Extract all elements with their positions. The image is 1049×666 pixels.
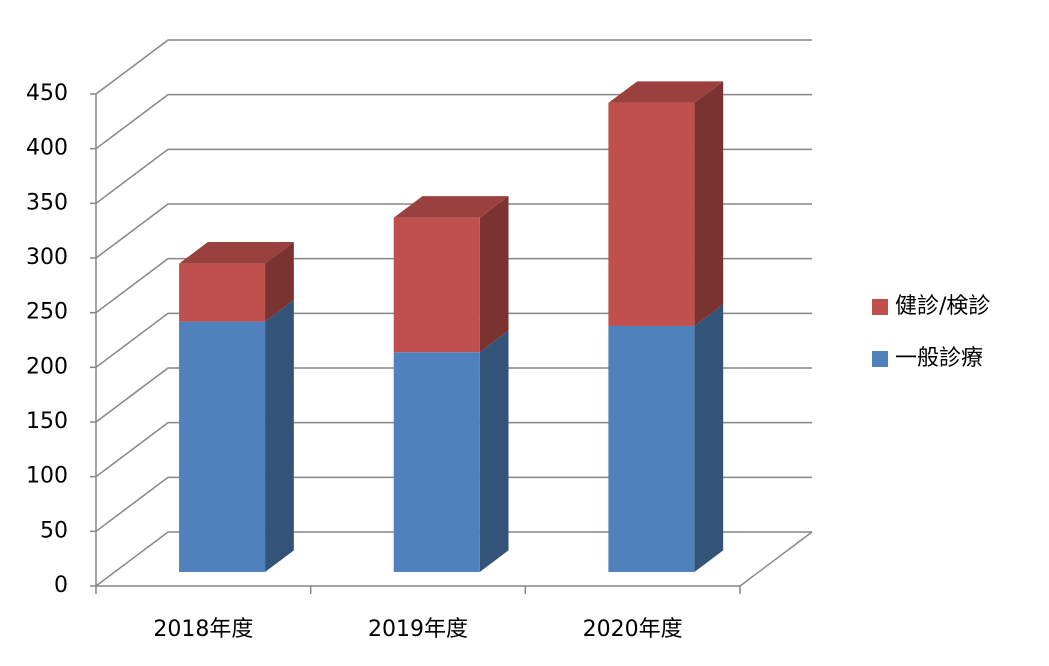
bar — [608, 102, 695, 326]
bar-side — [694, 304, 724, 572]
bar-top — [393, 196, 509, 218]
legend-swatch — [872, 351, 888, 367]
bar — [608, 325, 695, 572]
bar-top — [608, 81, 724, 103]
y-tick-label: 250 — [26, 300, 68, 325]
grid-line — [95, 93, 812, 150]
bar — [393, 217, 480, 353]
y-tick-label: 150 — [26, 409, 68, 434]
y-tick-label: 50 — [40, 518, 68, 543]
bar — [179, 321, 266, 572]
grid-line — [95, 39, 812, 95]
grid-line — [95, 421, 812, 478]
grid-line — [95, 203, 812, 259]
grid-line — [95, 476, 812, 532]
x-tick-label: 2018年度 — [153, 617, 253, 642]
legend-label: 健診/検診 — [895, 294, 990, 319]
grid-line — [95, 257, 812, 314]
y-tick-label: 450 — [26, 81, 68, 106]
bar-side — [265, 242, 294, 322]
bar — [179, 263, 266, 322]
grid-line — [95, 531, 812, 587]
grid-line — [95, 312, 812, 368]
grid-line — [95, 367, 812, 423]
y-tick-label: 400 — [26, 136, 68, 161]
grid-line — [95, 148, 812, 204]
x-tick-label: 2020年度 — [583, 617, 683, 642]
x-tick-label: 2019年度 — [368, 617, 468, 642]
legend-label: 一般診療 — [895, 346, 983, 371]
y-tick-label: 100 — [26, 464, 68, 489]
legend-swatch — [872, 299, 888, 315]
bar-side — [265, 299, 294, 572]
bar-side — [479, 330, 509, 572]
y-tick-label: 350 — [26, 190, 68, 215]
bar-side — [479, 196, 509, 353]
bar-side — [694, 81, 724, 326]
bar-top — [179, 242, 294, 264]
y-tick-label: 300 — [26, 245, 68, 270]
y-tick-label: 200 — [26, 354, 68, 379]
bar — [393, 352, 480, 572]
y-tick-label: 0 — [54, 573, 68, 598]
